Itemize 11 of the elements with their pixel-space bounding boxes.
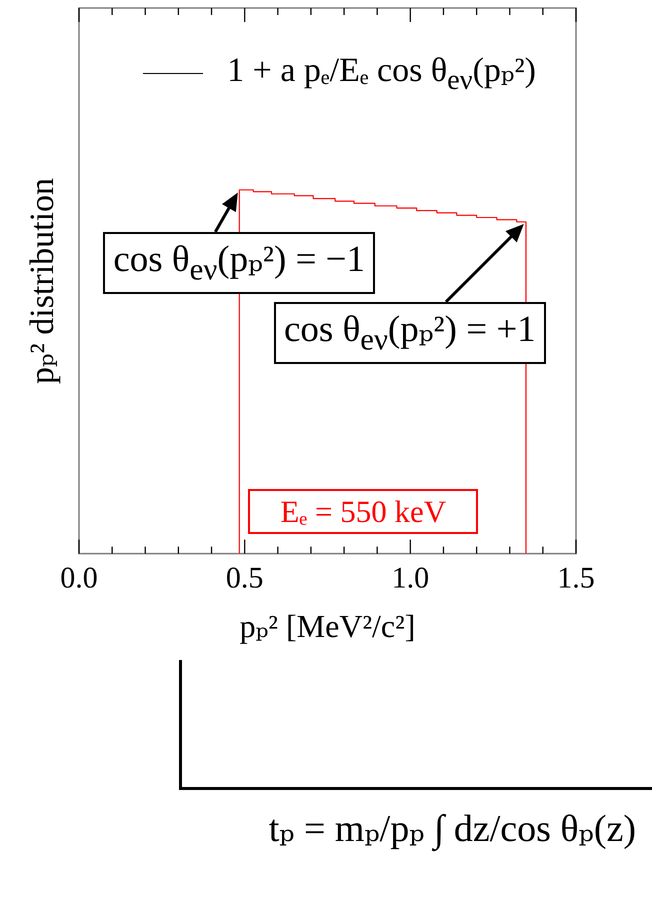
annotation: cos θ$_{eν}$(pₚ²) = −1 (103, 232, 376, 294)
x-tick-label: 1.0 (392, 561, 430, 594)
x-tick-label: 1.5 (557, 561, 595, 594)
annotation: cos θ$_{eν}$(pₚ²) = +1 (274, 302, 546, 364)
y-axis-title: pₚ² distribution (24, 178, 61, 384)
legend-label: 1 + a pₑ/Eₑ cos θ$_{eν}$(pₚ²) (227, 51, 536, 97)
x-tick-label: 0.0 (60, 561, 98, 594)
series-label: Eₑ = 550 keV (248, 488, 478, 534)
text: tₚ = mₚ/pₚ ∫ dz/cos θₚ(z) (268, 807, 636, 851)
x-tick-label: 0.5 (226, 561, 264, 594)
x-axis-title: pₚ² [MeV²/c²] (240, 608, 416, 644)
